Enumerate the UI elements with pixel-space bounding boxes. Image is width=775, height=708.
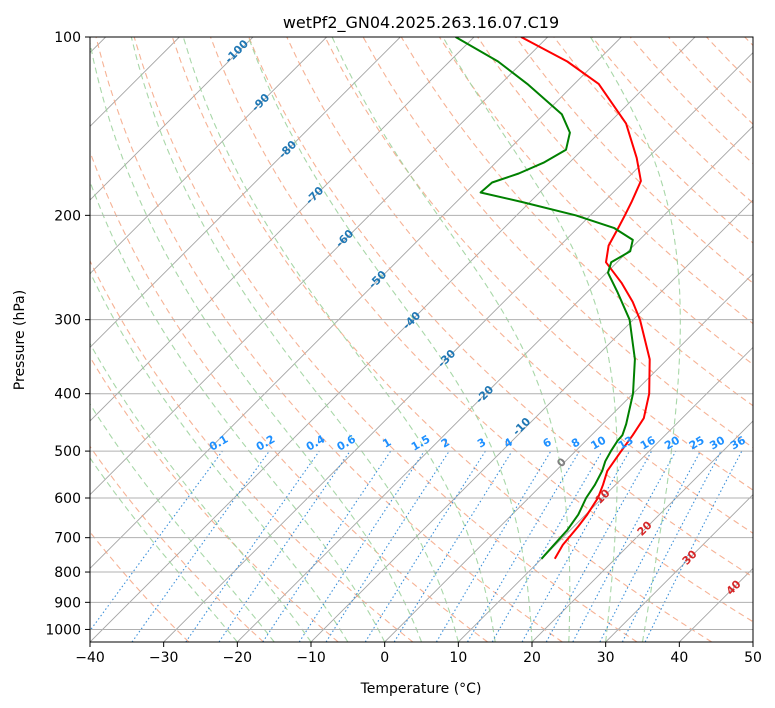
moist-adiabat-line xyxy=(182,37,496,642)
plot-area xyxy=(90,37,753,642)
mixing-ratio-line xyxy=(644,450,743,642)
dry-adiabat-line xyxy=(286,37,753,534)
moist-adiabat-line xyxy=(442,37,618,642)
x-tick-label: −40 xyxy=(75,650,105,666)
y-axis-title: Pressure (hPa) xyxy=(12,290,28,390)
y-tick-label: 500 xyxy=(54,444,81,460)
y-tick-label: 100 xyxy=(54,30,81,46)
isotherm-line xyxy=(90,37,622,569)
dry-adiabat-line xyxy=(515,37,753,284)
mixing-ratio-line xyxy=(218,450,351,642)
x-axis-title: Temperature (°C) xyxy=(360,681,482,697)
mixing-ratio-line xyxy=(572,450,677,642)
moist-adiabat-line xyxy=(130,37,459,642)
mixing-ratio-line xyxy=(545,450,653,642)
mixing-ratio-line xyxy=(325,450,450,642)
moist-adiabat-line xyxy=(90,403,275,642)
plot-frame xyxy=(89,36,754,643)
dry-adiabat-line xyxy=(209,37,753,623)
y-axis: 100 200 300 400 500 600 700 800 900 1000 xyxy=(45,30,90,638)
x-tick-label: −20 xyxy=(223,650,253,666)
chart-title: wetPf2_GN04.2025.263.16.07.C19 xyxy=(283,13,559,33)
isotherm-line xyxy=(90,37,548,496)
x-tick-label: −30 xyxy=(149,650,179,666)
moist-adiabat-line xyxy=(331,37,571,642)
x-tick-label: 50 xyxy=(744,650,762,666)
mixing-ratio-line xyxy=(185,450,320,642)
isotherm-line xyxy=(90,37,401,348)
y-tick-label: 600 xyxy=(54,491,81,507)
x-tick-label: 40 xyxy=(670,650,688,666)
y-tick-label: 200 xyxy=(54,208,81,224)
mixing-ratio-line xyxy=(521,450,630,642)
y-tick-label: 1000 xyxy=(45,622,81,638)
profiles xyxy=(455,37,651,560)
isotherm-line xyxy=(90,37,254,201)
x-tick-label: 10 xyxy=(449,650,467,666)
moist-adiabat-line xyxy=(590,37,681,642)
mixing-ratio-line xyxy=(131,450,270,642)
isotherm-line xyxy=(458,346,753,642)
dry-adiabat-line xyxy=(90,445,264,642)
x-tick-label: 20 xyxy=(523,650,541,666)
isotherm-line xyxy=(90,37,327,275)
mixing-ratio-line xyxy=(393,450,513,642)
mixing-ratio-line xyxy=(262,450,392,642)
dry-adiabat-line xyxy=(90,356,339,642)
background-lines xyxy=(90,37,753,642)
x-tick-label: −10 xyxy=(296,650,326,666)
moist-adiabat-line xyxy=(90,40,423,642)
moist-adiabat-line xyxy=(90,271,349,642)
dry-adiabat-line xyxy=(171,37,712,642)
dry-adiabat-line xyxy=(90,259,414,642)
y-tick-label: 300 xyxy=(54,313,81,329)
x-tick-label: 0 xyxy=(380,650,389,666)
moist-adiabat-line xyxy=(90,456,238,642)
isotherm-line xyxy=(384,273,753,642)
y-tick-label: 800 xyxy=(54,565,81,581)
isotherm-line xyxy=(605,494,753,642)
y-tick-label: 900 xyxy=(54,595,81,611)
mixing-ratio-line xyxy=(90,450,223,632)
isotherm-line xyxy=(163,52,753,642)
isotherm-line xyxy=(237,125,753,642)
pressure-gridlines xyxy=(90,37,753,630)
dry-adiabat-line xyxy=(133,37,638,642)
dry-adiabat-line xyxy=(324,37,753,491)
dry-adiabat-line xyxy=(95,37,563,642)
dewpoint-profile-line xyxy=(455,37,636,560)
temperature-profile-line xyxy=(520,37,651,560)
isotherm-line xyxy=(90,37,475,422)
mixing-ratio-line xyxy=(298,450,425,642)
y-tick-label: 700 xyxy=(54,531,81,547)
y-tick-label: 400 xyxy=(54,387,81,403)
dry-adiabat-line xyxy=(248,37,753,578)
moist-adiabat-line xyxy=(247,37,533,642)
x-axis: −40 −30 −20 −10 0 10 20 30 40 50 xyxy=(75,642,762,666)
x-tick-label: 30 xyxy=(597,650,615,666)
moist-adiabat-line xyxy=(90,342,312,642)
isotherm-line xyxy=(531,420,753,642)
